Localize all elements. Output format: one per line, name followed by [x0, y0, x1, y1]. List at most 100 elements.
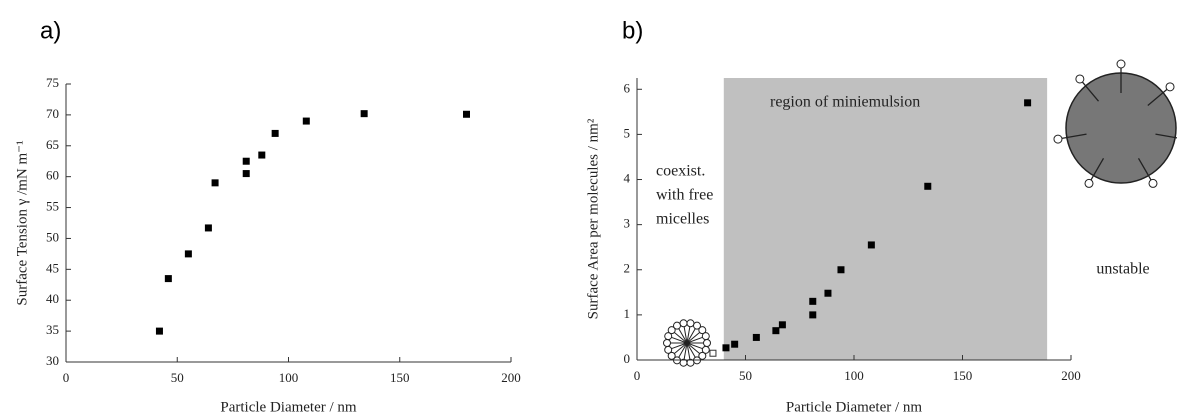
- data-point: [302, 117, 310, 125]
- micelle-tail: [686, 342, 691, 360]
- y-tick-label: 3: [624, 216, 631, 231]
- surfactant-head: [1148, 178, 1158, 188]
- micelle-head: [703, 339, 711, 347]
- y-tick-label: 60: [46, 168, 59, 183]
- y-tick-label: 6: [624, 80, 631, 95]
- x-tick-label: 150: [390, 370, 410, 385]
- y-tick-label: 50: [46, 229, 59, 244]
- x-tick-label: 0: [63, 370, 70, 385]
- micelle-tail: [683, 326, 688, 344]
- x-tick-label: 0: [634, 368, 641, 383]
- micelle-tail: [686, 342, 696, 358]
- open-point: [709, 349, 717, 357]
- micelle-tail: [678, 342, 688, 358]
- micelle-head: [664, 345, 673, 354]
- data-point: [184, 250, 192, 258]
- surfactant-head: [1053, 134, 1063, 144]
- micelle-head: [663, 339, 671, 347]
- micelle-tail: [673, 331, 688, 344]
- micelle-tail: [686, 342, 704, 350]
- y-tick-label: 5: [624, 125, 631, 140]
- data-point: [837, 266, 845, 274]
- y-tick-label: 75: [46, 75, 59, 90]
- surfactant-tail: [1061, 133, 1087, 140]
- micelle-head: [667, 351, 676, 360]
- micelle-head: [693, 321, 701, 330]
- data-point: [809, 297, 817, 305]
- surfactant-tail: [1137, 157, 1152, 181]
- micelle-tail: [686, 336, 704, 344]
- data-point: [242, 170, 250, 178]
- surfactant-tail: [1090, 157, 1105, 181]
- panel-label: a): [40, 17, 61, 44]
- data-point: [772, 327, 780, 335]
- x-axis-label: Particle Diameter / nm: [220, 399, 357, 415]
- micelle-tail: [686, 328, 696, 344]
- x-tick-label: 200: [1061, 368, 1081, 383]
- micelle-head: [673, 321, 681, 330]
- data-point: [1024, 99, 1032, 107]
- micelle-head: [701, 345, 710, 354]
- data-point: [752, 333, 760, 341]
- micelle-head: [664, 332, 673, 341]
- data-point: [271, 129, 279, 137]
- surfactant-head: [1084, 178, 1094, 188]
- surfactant-tail: [1147, 88, 1168, 107]
- micelle-head: [667, 326, 676, 335]
- y-tick-label: 70: [46, 106, 59, 121]
- x-axis-label: Particle Diameter / nm: [786, 399, 923, 415]
- data-point: [155, 327, 163, 335]
- y-tick-label: 40: [46, 291, 59, 306]
- data-point: [731, 340, 739, 348]
- micelle-tail: [683, 342, 688, 360]
- micelle-tail: [686, 331, 701, 344]
- surfactant-head: [1165, 82, 1175, 92]
- y-tick-label: 45: [46, 260, 59, 275]
- data-point: [778, 321, 786, 329]
- data-point: [242, 157, 250, 165]
- surfactant-tail: [1155, 133, 1177, 139]
- data-point: [204, 224, 212, 232]
- x-tick-label: 200: [501, 370, 521, 385]
- surfactant-head: [1075, 74, 1085, 84]
- data-point: [824, 289, 832, 297]
- micelle-tail: [673, 342, 688, 355]
- data-point: [463, 110, 470, 118]
- micelle-head: [698, 326, 707, 335]
- micelle-tail: [678, 328, 688, 344]
- micelle-tail: [686, 342, 701, 355]
- surfactant-tail: [1081, 81, 1100, 102]
- y-tick-label: 2: [624, 261, 631, 276]
- data-point: [722, 344, 730, 352]
- x-tick-label: 100: [844, 368, 864, 383]
- y-axis-label: Surface Area per molecules / nm²: [585, 118, 601, 319]
- data-point: [867, 241, 875, 249]
- annotation: with free: [656, 187, 713, 204]
- data-point: [211, 179, 219, 187]
- x-tick-label: 50: [171, 370, 184, 385]
- y-tick-label: 1: [624, 306, 631, 321]
- micelle-head: [686, 319, 695, 328]
- illustrations: [663, 59, 1177, 367]
- micelle-head: [698, 351, 707, 360]
- annotation: coexist.: [656, 163, 705, 180]
- data-point: [360, 110, 368, 118]
- y-tick-label: 30: [46, 353, 59, 368]
- x-tick-label: 150: [953, 368, 973, 383]
- data-point: [924, 182, 932, 190]
- micelle-tail: [670, 336, 688, 344]
- x-tick-label: 50: [739, 368, 752, 383]
- micelle-head: [679, 319, 688, 328]
- y-tick-label: 0: [624, 351, 631, 366]
- micelle-tail: [670, 342, 688, 350]
- data-point: [809, 311, 817, 319]
- y-tick-label: 4: [624, 171, 631, 186]
- annotation: region of miniemulsion: [770, 94, 920, 111]
- annotation: unstable: [1096, 261, 1149, 278]
- x-tick-label: 100: [279, 370, 299, 385]
- y-tick-label: 65: [46, 137, 59, 152]
- panel-label: b): [622, 17, 643, 44]
- shaded-region: [723, 78, 1048, 360]
- surfactant-head: [1116, 59, 1126, 69]
